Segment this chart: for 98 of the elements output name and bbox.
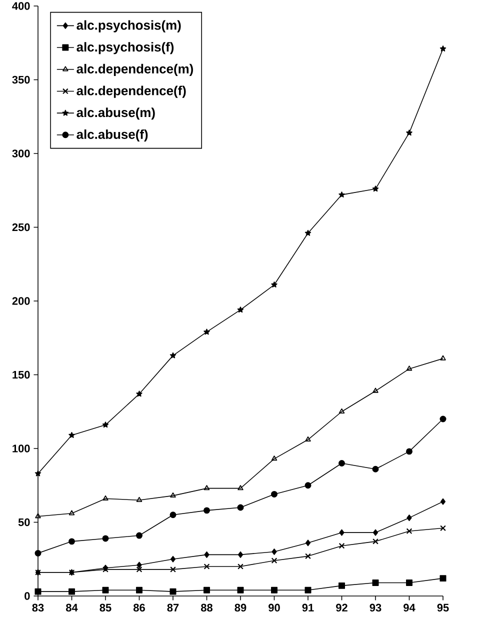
point <box>372 529 378 536</box>
y-tick-label: 100 <box>12 444 30 452</box>
point <box>271 490 278 498</box>
point <box>204 551 210 558</box>
legend-label: alc.dependence(f) <box>76 86 186 98</box>
point <box>34 470 42 476</box>
point <box>304 230 312 236</box>
x-tick-label: 87 <box>167 604 179 612</box>
legend-label: alc.abuse(f) <box>76 129 148 142</box>
point <box>136 562 142 568</box>
x-tick-label: 83 <box>32 604 44 612</box>
x-tick-label: 91 <box>302 604 314 612</box>
point <box>136 390 142 397</box>
x-tick-label: 93 <box>370 604 382 612</box>
point <box>304 482 312 489</box>
y-tick-label: 50 <box>18 518 30 526</box>
point <box>406 528 412 534</box>
point <box>440 525 446 531</box>
point <box>68 538 75 545</box>
point <box>204 564 210 570</box>
point <box>204 586 210 594</box>
point <box>440 416 446 422</box>
point <box>372 466 379 472</box>
point <box>440 498 446 505</box>
y-tick-label: 250 <box>12 223 30 232</box>
legend-label: alc.psychosis(f) <box>76 42 174 54</box>
point <box>338 192 345 198</box>
point <box>68 510 75 516</box>
point <box>339 529 344 536</box>
point <box>237 504 244 511</box>
point <box>136 566 142 572</box>
point <box>440 575 446 582</box>
point <box>170 492 176 498</box>
x-tick-label: 92 <box>336 604 348 612</box>
point <box>102 535 109 542</box>
point <box>68 432 75 438</box>
point <box>372 388 378 393</box>
point <box>238 564 244 570</box>
point <box>136 496 142 502</box>
point <box>102 495 108 500</box>
legend-label: alc.abuse(m) <box>76 108 155 120</box>
y-tick-label: 0 <box>24 592 30 600</box>
point <box>34 550 42 556</box>
point <box>338 460 345 466</box>
point <box>136 532 142 539</box>
x-tick-label: 94 <box>404 604 416 612</box>
point <box>338 582 345 589</box>
point <box>305 553 311 559</box>
point <box>272 548 277 555</box>
point <box>136 586 142 594</box>
point <box>170 512 176 518</box>
point <box>406 366 412 371</box>
x-tick-label: 95 <box>437 604 449 612</box>
x-tick-label: 84 <box>66 604 78 612</box>
y-tick-label: 400 <box>12 2 30 10</box>
point <box>406 514 412 522</box>
point <box>305 540 311 546</box>
point <box>34 588 42 595</box>
point <box>237 586 244 594</box>
point <box>238 485 244 490</box>
y-tick-label: 350 <box>12 76 30 84</box>
legend-label: alc.dependence(m) <box>76 64 193 76</box>
point <box>237 306 244 313</box>
point <box>406 579 412 586</box>
point <box>102 422 109 428</box>
y-tick-label: 150 <box>12 370 30 379</box>
point <box>68 588 75 595</box>
point <box>440 46 446 52</box>
point <box>372 186 379 192</box>
point <box>406 130 412 136</box>
point <box>338 408 345 414</box>
x-tick-label: 86 <box>134 604 145 612</box>
point <box>372 538 378 544</box>
x-tick-label: 88 <box>201 604 212 612</box>
point <box>170 566 176 572</box>
point <box>338 543 345 549</box>
x-tick-label: 90 <box>268 604 280 612</box>
point <box>204 328 210 335</box>
point <box>170 588 176 595</box>
point <box>204 485 210 490</box>
y-tick-label: 300 <box>12 150 30 158</box>
point <box>271 456 278 461</box>
point <box>170 556 176 562</box>
point <box>102 586 109 594</box>
point <box>305 436 311 442</box>
point <box>271 558 278 564</box>
point <box>238 551 244 558</box>
legend-label: alc.psychosis(m) <box>76 20 181 32</box>
point <box>372 579 379 586</box>
point <box>271 282 278 288</box>
x-tick-label: 89 <box>234 604 246 612</box>
point <box>271 586 278 594</box>
point <box>406 448 412 455</box>
point <box>204 507 210 514</box>
point <box>170 352 176 358</box>
y-tick-label: 200 <box>12 297 30 305</box>
point <box>304 586 312 594</box>
x-tick-label: 85 <box>100 604 112 612</box>
